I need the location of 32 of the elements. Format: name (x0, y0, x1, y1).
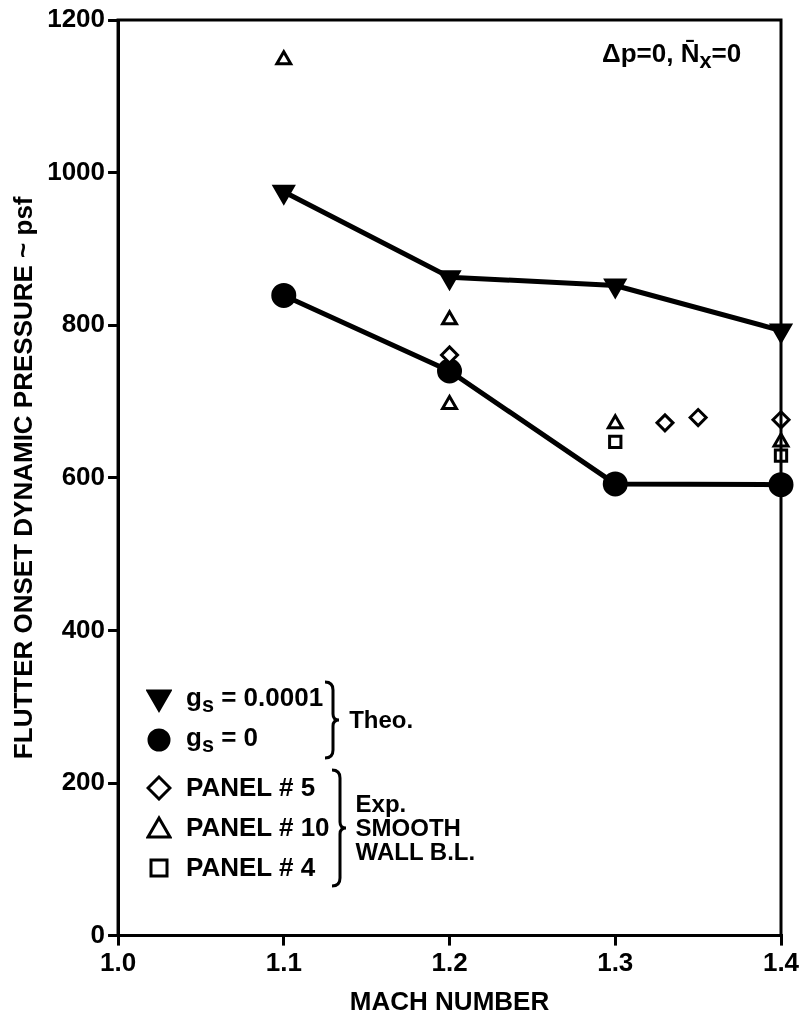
x-tick-label: 1.0 (99, 947, 137, 978)
point (275, 50, 293, 66)
legend-label: g$_{s}$ = 0.0001 (186, 681, 324, 718)
y-tick-label: 0 (90, 918, 106, 949)
annotation: Theo. (349, 705, 414, 733)
x-tick-label: 1.2 (431, 947, 468, 978)
point (437, 358, 463, 384)
y-tick-label: 1200 (47, 3, 106, 34)
legend-label: g$_{s}$ = 0 (186, 721, 259, 758)
legend-label: PANEL # 10 (186, 812, 330, 844)
point (271, 282, 297, 308)
legend-label: PANEL # 4 (186, 852, 316, 884)
point (608, 434, 623, 450)
point (688, 408, 708, 428)
x-tick-label: 1.1 (265, 947, 302, 978)
legend-label: PANEL # 5 (186, 772, 316, 804)
annotation: Exp. SMOOTH WALL B.L. (355, 789, 477, 865)
x-tick-label: 1.4 (762, 947, 800, 978)
point (441, 310, 458, 326)
annotation: Δp=0, N̄$_{x}$=0 (602, 38, 742, 75)
point (606, 414, 624, 430)
y-axis-title: FLUTTER ONSET DYNAMIC PRESSURE ~ psf (7, 196, 38, 760)
y-tick-label: 400 (61, 613, 106, 644)
point (602, 471, 628, 497)
x-axis-title: MACH NUMBER (349, 985, 550, 1016)
y-tick-label: 600 (61, 460, 106, 491)
y-tick-label: 800 (61, 308, 106, 339)
point (441, 395, 458, 411)
y-tick-label: 200 (61, 766, 106, 797)
point (655, 413, 675, 433)
x-tick-label: 1.3 (597, 947, 634, 978)
y-tick-label: 1000 (47, 155, 106, 186)
